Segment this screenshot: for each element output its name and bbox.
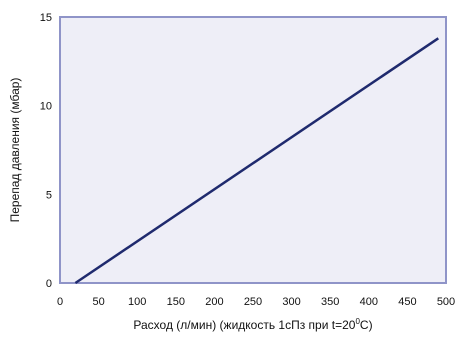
x-tick-label: 50 [92, 296, 104, 308]
x-tick-label: 0 [57, 296, 63, 308]
x-tick-label: 450 [398, 296, 416, 308]
y-tick-label: 0 [46, 278, 52, 290]
x-axis-label-superscript: 0 [355, 317, 360, 326]
y-axis-ticks: 0 5 10 15 [40, 12, 52, 290]
x-axis-ticks: 0 50 100 150 200 250 300 350 400 450 500 [57, 296, 455, 308]
x-tick-label: 200 [205, 296, 223, 308]
plot-area [59, 16, 447, 284]
x-tick-label: 350 [321, 296, 339, 308]
x-axis-label: Расход (л/мин) (жидкость 1сПз при t=200C… [133, 317, 372, 332]
y-axis-label: Перепад давления (мбар) [8, 78, 22, 223]
x-tick-label: 150 [167, 296, 185, 308]
x-axis-label-end: C) [360, 318, 373, 332]
x-tick-label: 100 [128, 296, 146, 308]
y-tick-label: 15 [40, 12, 52, 24]
y-tick-label: 10 [40, 101, 52, 113]
x-tick-label: 300 [282, 296, 300, 308]
series-line [74, 37, 439, 285]
x-tick-label: 500 [437, 296, 455, 308]
y-tick-label: 5 [46, 189, 52, 201]
x-tick-label: 250 [244, 296, 262, 308]
x-axis-label-main: Расход (л/мин) (жидкость 1сПз при t=20 [133, 318, 355, 332]
series-layer [74, 37, 439, 285]
x-tick-label: 400 [360, 296, 378, 308]
